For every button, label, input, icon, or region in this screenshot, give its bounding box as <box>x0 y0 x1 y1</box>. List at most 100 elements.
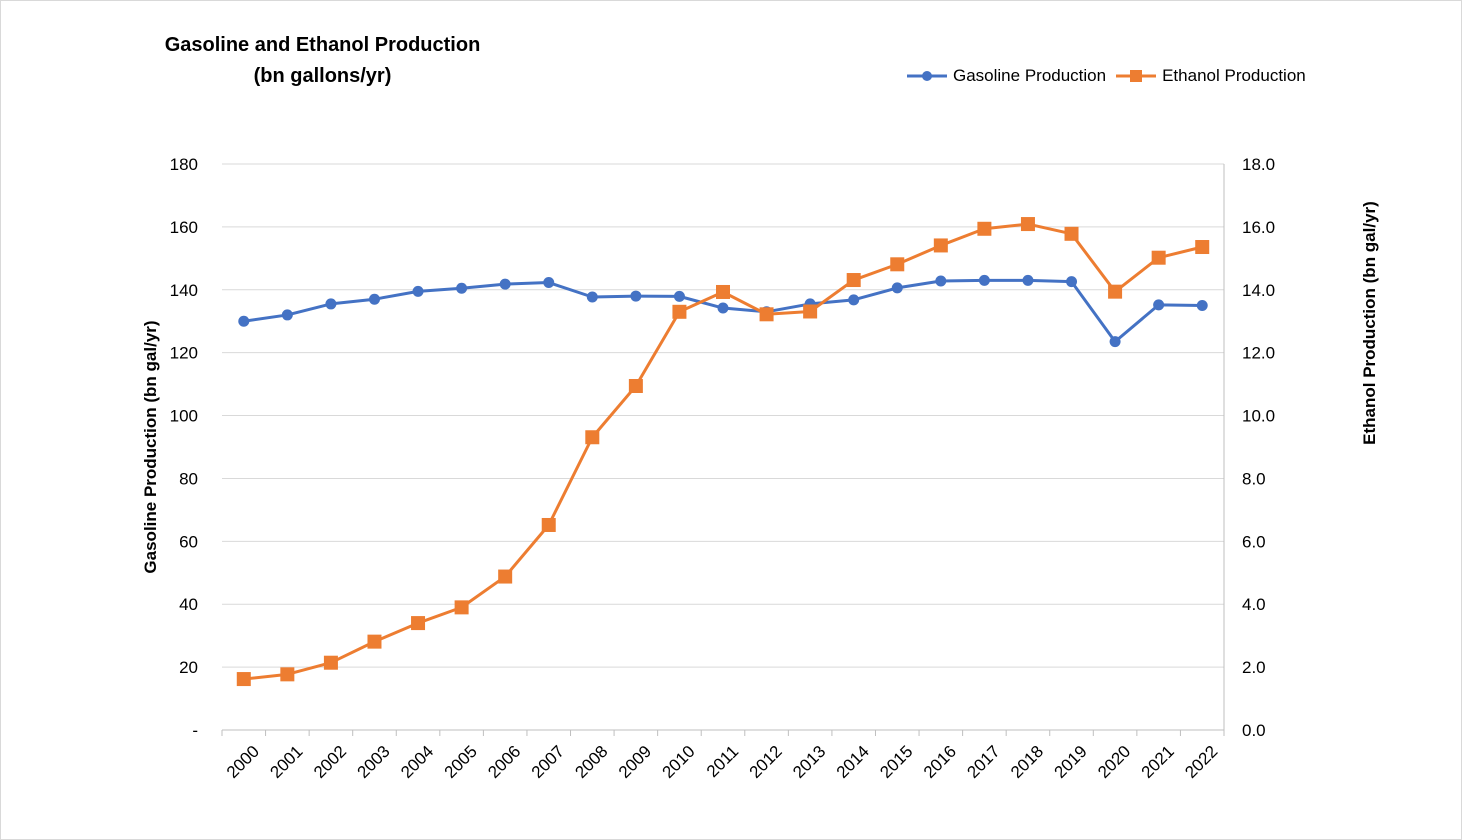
legend-marker-circle-icon <box>907 71 947 81</box>
data-point-gasoline <box>1022 274 1034 286</box>
data-point-ethanol <box>585 430 600 445</box>
y-right-tick-label: 4.0 <box>1242 595 1266 614</box>
x-tick-label: 2022 <box>1181 742 1221 782</box>
x-tick-label: 2020 <box>1094 742 1134 782</box>
x-tick-label: 2009 <box>615 742 655 782</box>
data-point-ethanol <box>846 273 861 288</box>
x-tick-label: 2002 <box>310 742 350 782</box>
y-right-tick-label: 6.0 <box>1242 532 1266 551</box>
data-point-ethanol <box>1020 217 1035 232</box>
x-tick-label: 2015 <box>876 742 916 782</box>
y-right-tick-label: 14.0 <box>1242 281 1275 300</box>
x-tick-label: 2007 <box>528 742 568 782</box>
data-point-gasoline <box>717 302 729 314</box>
y-axis-left-title: Gasoline Production (bn gal/yr) <box>141 320 160 573</box>
data-point-gasoline <box>1066 276 1078 288</box>
y-right-tick-label: 8.0 <box>1242 469 1266 488</box>
data-point-ethanol <box>1151 250 1166 265</box>
data-point-ethanol <box>411 616 426 631</box>
data-point-gasoline <box>543 277 555 289</box>
data-point-ethanol <box>672 304 687 319</box>
x-tick-label: 2017 <box>963 742 1003 782</box>
data-point-gasoline <box>673 290 685 302</box>
data-point-ethanol <box>716 284 730 299</box>
y-left-tick-label: 60 <box>179 532 198 551</box>
data-point-gasoline <box>1153 299 1165 311</box>
x-tick-label: 2001 <box>266 742 306 782</box>
chart-title-line-2: (bn gallons/yr) <box>253 65 392 87</box>
x-tick-label: 2008 <box>571 742 611 782</box>
legend-label-gasoline: Gasoline Production <box>953 66 1107 85</box>
y-right-tick-label: 18.0 <box>1242 155 1275 174</box>
y-left-tick-label: 180 <box>170 155 198 174</box>
y-right-tick-label: 0.0 <box>1242 721 1266 740</box>
x-tick-label: 2019 <box>1051 742 1091 782</box>
data-point-ethanol <box>759 307 774 322</box>
data-point-gasoline <box>412 285 424 297</box>
data-point-gasoline <box>281 309 293 321</box>
data-point-gasoline <box>630 290 642 302</box>
data-point-ethanol <box>1108 284 1123 299</box>
data-point-ethanol <box>541 517 556 532</box>
x-tick-label: 2003 <box>354 742 394 782</box>
x-tick-label: 2006 <box>484 742 524 782</box>
data-point-ethanol <box>367 634 382 649</box>
data-point-gasoline <box>1109 336 1121 348</box>
x-tick-label: 2016 <box>920 742 960 782</box>
data-point-ethanol <box>280 667 295 682</box>
y-left-tick-label: 40 <box>179 595 198 614</box>
x-tick-label: 2000 <box>223 742 263 782</box>
series <box>236 217 1210 687</box>
data-point-ethanol <box>933 238 948 253</box>
data-point-gasoline <box>1196 300 1208 311</box>
data-point-ethanol <box>1064 226 1079 241</box>
y-axis-right-title: Ethanol Production (bn gal/yr) <box>1360 201 1379 445</box>
x-tick-label: 2014 <box>833 742 873 782</box>
data-point-gasoline <box>848 294 860 306</box>
x-tick-label: 2011 <box>703 742 742 781</box>
data-point-ethanol <box>323 655 338 670</box>
data-point-gasoline <box>978 274 990 286</box>
axes: - 0.0 20 2.0 40 4.0 60 6.0 80 8.0 100 10.0 120 12.0 14… <box>170 155 1275 782</box>
y-left-tick-label: 160 <box>170 218 198 237</box>
y-left-tick-label: - <box>192 721 198 740</box>
data-point-gasoline <box>935 275 947 287</box>
legend-label-ethanol: Ethanol Production <box>1162 66 1306 85</box>
data-point-gasoline <box>891 282 903 294</box>
chart-title: Gasoline and Ethanol Production (bn gall… <box>130 30 515 92</box>
y-left-tick-label: 20 <box>179 658 198 677</box>
data-point-ethanol <box>236 672 251 687</box>
x-tick-label: 2013 <box>789 742 829 782</box>
data-point-gasoline <box>456 282 468 294</box>
legend-item-gasoline: Gasoline Production <box>905 66 1106 86</box>
x-tick-label: 2010 <box>658 742 698 782</box>
legend-marker-square-icon <box>1116 70 1157 82</box>
data-point-ethanol <box>890 257 905 272</box>
data-point-gasoline <box>586 291 598 303</box>
data-point-gasoline <box>325 298 337 310</box>
x-tick-label: 2018 <box>1007 742 1047 782</box>
x-tick-label: 2012 <box>746 742 786 782</box>
data-point-ethanol <box>803 304 818 319</box>
data-point-ethanol <box>977 221 992 236</box>
y-left-tick-label: 140 <box>170 281 198 300</box>
data-point-ethanol <box>1195 240 1210 255</box>
y-right-tick-label: 10.0 <box>1242 407 1275 426</box>
data-point-ethanol <box>454 600 469 615</box>
data-point-gasoline <box>368 293 380 305</box>
data-point-gasoline <box>499 278 511 290</box>
x-tick-label: 2021 <box>1138 742 1178 782</box>
data-point-gasoline <box>238 315 250 327</box>
data-point-ethanol <box>628 378 643 393</box>
y-left-tick-label: 100 <box>170 407 198 426</box>
x-tick-label: 2004 <box>397 742 437 782</box>
y-left-tick-label: 80 <box>179 469 198 488</box>
chart-legend: Gasoline Production Ethanol Production <box>905 62 1314 90</box>
data-point-ethanol <box>498 569 513 584</box>
y-right-tick-label: 12.0 <box>1242 344 1275 363</box>
y-right-tick-label: 2.0 <box>1242 658 1266 677</box>
x-tick-label: 2005 <box>441 742 481 782</box>
chart-title-line-1: Gasoline and Ethanol Production <box>164 34 481 56</box>
